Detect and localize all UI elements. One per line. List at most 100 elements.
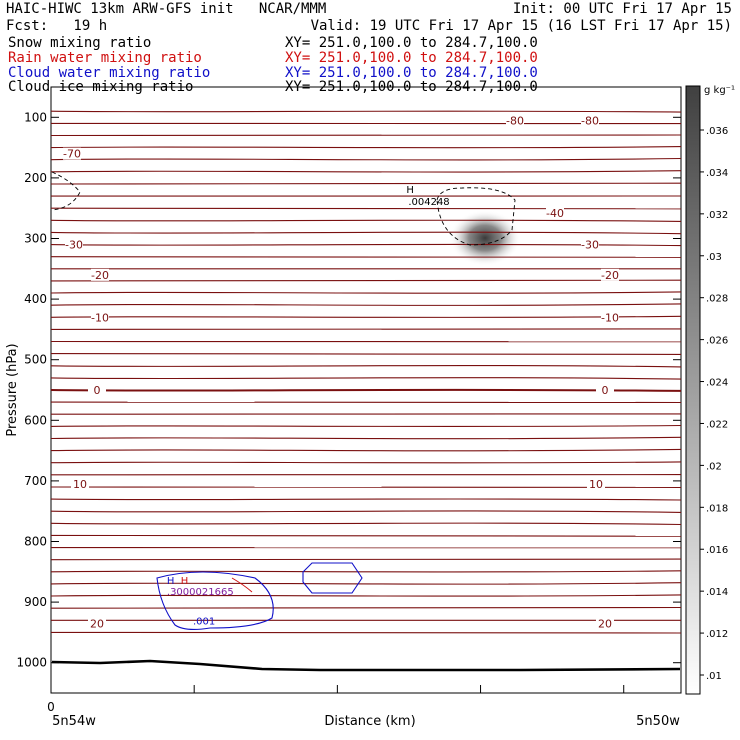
isotherm-line — [50, 522, 682, 526]
extremum-label: .001 — [193, 617, 215, 628]
y-axis-label: Pressure (hPa) — [5, 343, 20, 436]
colorbar-level: .026 — [706, 336, 728, 347]
isotherm-label-bg — [506, 114, 524, 127]
y-tick-label: 100 — [24, 110, 47, 124]
y-tick-label: 600 — [24, 413, 47, 427]
isotherm-line — [50, 352, 682, 355]
isotherm-line — [50, 510, 682, 513]
colorbar-level: .016 — [706, 545, 728, 556]
y-tick-label: 700 — [24, 474, 47, 488]
colorbar-ticks: .01 .012 .014 .016 .018 .02 .022 .024 .026 .028 .0… — [700, 126, 728, 682]
field-snow-name: Snow mixing ratio — [8, 35, 152, 51]
isotherm-label-bg — [71, 477, 89, 490]
x-right-label: 5n50w — [636, 714, 680, 729]
extremum-label: H — [167, 576, 175, 587]
isotherm-line — [50, 279, 682, 282]
terrain-line — [51, 659, 681, 672]
isotherm-label: -80 — [506, 114, 524, 127]
extremum-label: .004248 — [408, 197, 449, 208]
isotherm-line — [50, 207, 682, 210]
field-rain-xy: XY= 251.0,100.0 to 284.7,100.0 — [285, 50, 538, 66]
isotherm-line — [50, 631, 682, 634]
isotherm-line — [50, 570, 682, 573]
colorbar-level: .02 — [706, 461, 722, 472]
isotherm-line — [50, 365, 682, 368]
isotherm-line — [50, 424, 682, 428]
isotherm-label: -10 — [91, 311, 109, 324]
isotherm-line — [50, 606, 682, 609]
isotherm-label: -40 — [546, 207, 564, 220]
field-snow-xy: XY= 251.0,100.0 to 284.7,100.0 — [285, 35, 538, 51]
isotherm-label: -20 — [601, 269, 619, 282]
isotherm-line — [50, 170, 682, 173]
colorbar-level: .012 — [706, 629, 728, 640]
y-tick-label: 1000 — [16, 656, 47, 670]
colorbar — [685, 85, 701, 695]
isotherm-labels: -80 -80 -70 -40 -30 -30 -20 -20 -10 -10 0 0 10 10 20 20 — [63, 114, 619, 630]
isotherm-label-bg — [601, 268, 619, 281]
isotherm-line — [50, 594, 682, 597]
forecast-hour: Fcst: 19 h — [6, 18, 108, 34]
extremum-label: .3000021665 — [167, 587, 234, 598]
extremum-label: H — [181, 576, 189, 587]
valid-time: Valid: 19 UTC Fri 17 Apr 15 (16 LST Fri … — [310, 18, 732, 34]
isotherm-label: -30 — [581, 239, 599, 252]
isotherm-label: -80 — [581, 114, 599, 127]
isotherm-line — [50, 486, 682, 488]
colorbar-level: .032 — [706, 210, 728, 221]
y-tick-label: 400 — [24, 292, 47, 306]
x-left-label: 5n54w — [52, 714, 96, 729]
colorbar-level: .024 — [706, 378, 728, 389]
y-tick-label: 300 — [24, 232, 47, 246]
isotherm-label: 10 — [589, 478, 603, 491]
left-ice-contour — [51, 171, 81, 211]
isotherm-line — [50, 231, 682, 235]
isotherm-label-bg — [596, 617, 614, 630]
isotherm-label: 20 — [90, 617, 104, 630]
isotherm-line — [50, 498, 682, 501]
isotherm-label-bg — [88, 384, 106, 396]
isotherm-line — [50, 146, 682, 149]
isotherm-label: -20 — [91, 269, 109, 282]
colorbar-level: .01 — [706, 671, 722, 682]
colorbar-unit: g kg⁻¹ — [704, 85, 735, 96]
init-time: Init: 00 UTC Fri 17 Apr 15 — [512, 1, 732, 17]
field-cloudwater-xy: XY= 251.0,100.0 to 284.7,100.0 — [285, 65, 538, 81]
isotherm-line — [50, 303, 682, 306]
isotherm-line — [50, 157, 682, 161]
isotherm-line — [50, 558, 682, 561]
isotherm-line — [50, 110, 682, 113]
isotherm-label: 0 — [94, 384, 101, 397]
isotherm-label-bg — [581, 114, 599, 127]
isotherm-label: 0 — [602, 384, 609, 397]
field-rain-name: Rain water mixing ratio — [8, 50, 202, 66]
colorbar-level: .03 — [706, 252, 722, 263]
colorbar-level: .018 — [706, 503, 728, 514]
field-cloudwater-name: Cloud water mixing ratio — [8, 65, 211, 81]
isotherm-line — [50, 388, 682, 392]
colorbar-level: .036 — [706, 126, 728, 137]
isotherm-label: 20 — [598, 617, 612, 630]
isotherm-label-bg — [581, 238, 599, 251]
isotherm-label: -70 — [63, 148, 81, 161]
isotherm-lines — [50, 110, 682, 634]
x-axis-label: Distance (km) — [324, 714, 415, 729]
isotherm-line — [50, 377, 682, 380]
isotherm-label-bg — [88, 617, 106, 630]
isotherm-line — [50, 256, 682, 258]
colorbar-level: .034 — [706, 168, 728, 179]
cloud-water-contour-b — [302, 562, 363, 594]
isotherm-line — [50, 461, 682, 464]
isotherm-label-bg — [63, 147, 81, 160]
cloud-ice-shading — [449, 210, 521, 266]
isotherm-line — [50, 182, 682, 185]
isotherm-line — [50, 219, 682, 222]
isotherm-label-bg — [546, 207, 564, 220]
rain-contour — [231, 577, 253, 593]
x-axis — [50, 685, 625, 693]
isotherm-line — [50, 448, 682, 452]
isotherm-label-bg — [91, 311, 109, 324]
colorbar-level: .028 — [706, 294, 728, 305]
